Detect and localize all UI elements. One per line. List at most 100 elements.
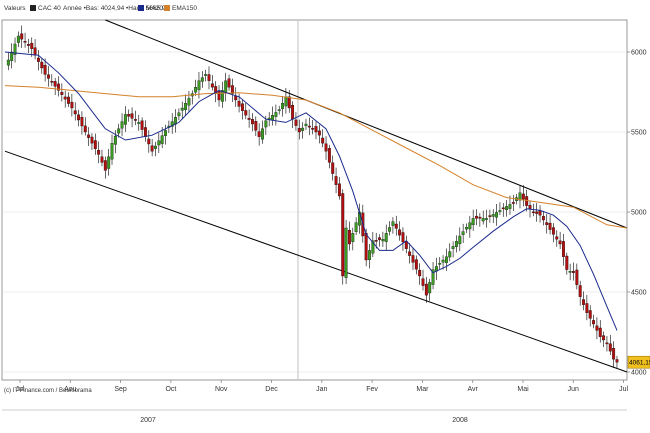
candle-body-92 [311,128,315,130]
channel-layer [4,19,628,373]
candle-body-105 [354,222,358,232]
year-label-0: 2007 [140,417,156,424]
candle-body-19 [67,96,70,104]
candle-body-91 [307,125,311,128]
candle-body-145 [488,215,492,217]
candle-body-72 [244,110,248,116]
candle-body-120 [404,241,408,249]
x-tick-label-10: Mai [517,386,529,393]
candle-body-84 [284,96,288,107]
candle-body-117 [394,223,398,229]
candle-body-76 [257,131,261,137]
candle-body-159 [535,211,539,214]
y-tick-label-1: 4500 [631,290,647,297]
candle-body-175 [588,310,592,319]
candle-body-110 [371,240,375,254]
candle-body-24 [83,125,87,133]
candle-body-126 [424,283,428,296]
grid-layer [2,20,627,380]
candle-body-71 [240,103,244,111]
ma20-line [4,51,618,331]
candle-body-163 [548,222,552,230]
candle-body-135 [455,241,458,248]
candle-body-12 [43,64,47,75]
candle-body-134 [451,246,455,249]
candle-body-41 [140,120,144,130]
ema150-layer [4,85,628,229]
candle-body-43 [147,138,151,145]
candle-body-122 [411,255,415,263]
x-axis: Jul Aou Sep Oct Nov Dec Jan Fev Mar Avr Mai Jun Jul 2… [16,380,629,424]
candle-body-39 [133,119,137,121]
legend-ma20: MA20 [146,5,163,12]
candle-body-11 [40,61,44,69]
candle-body-115 [388,227,392,232]
legend-swatch-ma20 [138,5,144,11]
candle-body-55 [187,98,191,106]
candle-body-142 [478,216,482,219]
candle-body-169 [568,271,572,273]
candle-body-121 [408,251,412,256]
candle-layer [6,25,619,369]
candle-body-100 [337,183,341,197]
candle-body-36 [123,114,127,125]
legend-swatch-instrument [30,5,36,11]
candle-body-166 [558,240,562,245]
candle-body-116 [391,221,395,226]
x-tick-label-9: Avr [468,386,479,393]
candle-body-35 [120,121,124,129]
last-price-badge [627,355,650,369]
candle-body-31 [107,156,111,169]
candle-body-96 [324,143,328,152]
y-tick-label-4: 6000 [631,50,647,57]
candle-body-21 [73,110,77,115]
candle-body-179 [602,335,606,341]
candle-body-124 [418,269,422,277]
candle-body-47 [160,135,164,144]
candle-body-147 [495,212,499,218]
candle-body-157 [528,205,532,209]
candle-body-162 [545,222,549,225]
x-tick-label-0: Jul [16,386,25,393]
legend: Valeurs CAC 40 Année •Bas: 4024,94 •Haut… [4,5,197,12]
candle-body-53 [180,107,184,111]
candle-body-82 [277,109,281,111]
candle-body-90 [304,123,308,126]
channel-line-1 [4,150,628,373]
x-tick-label-2: Sep [114,386,127,393]
x-tick-label-8: Mar [416,386,429,393]
candle-body-183 [615,359,619,363]
x-tick-label-11: Jun [568,386,579,393]
ema150-line [4,85,628,229]
candle-body-165 [555,236,559,240]
channel-line-0 [105,19,628,229]
copyright-text: (c) IT-Finance.com / Boursorama [4,388,92,394]
candle-body-3 [13,43,17,55]
candle-body-160 [538,210,542,216]
candle-body-95 [321,137,325,144]
candle-body-14 [50,81,54,83]
candle-body-137 [461,231,465,235]
candle-body-143 [481,218,485,222]
candle-body-45 [154,145,157,149]
candle-body-7 [26,44,30,46]
candle-body-13 [47,74,50,79]
candle-body-79 [267,117,271,120]
y-tick-label-2: 5000 [631,210,647,217]
x-tick-label-6: Jan [316,386,327,393]
candle-body-25 [87,134,91,138]
candle-body-18 [63,96,67,100]
candle-body-28 [97,149,101,155]
candle-body-152 [511,202,515,204]
candle-body-114 [384,233,388,242]
candle-body-97 [327,148,331,163]
x-tick-label-5: Dec [265,386,278,393]
candle-body-112 [378,237,381,240]
candle-body-132 [444,256,448,263]
legend-ema150: EMA150 [172,5,197,12]
candle-body-62 [210,83,214,88]
candle-body-109 [368,250,371,260]
candle-body-46 [157,140,161,146]
candle-body-102 [344,227,348,278]
